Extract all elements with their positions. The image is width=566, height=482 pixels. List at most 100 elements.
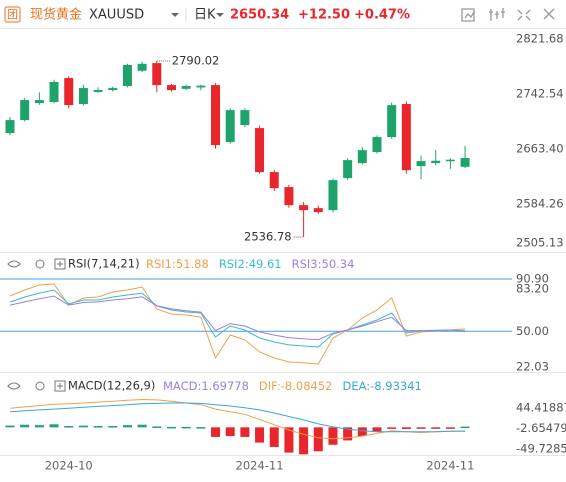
- x-tick-label: 2024-10: [45, 459, 93, 473]
- period-dropdown[interactable]: [216, 13, 224, 17]
- candle-body: [34, 100, 44, 104]
- draw-icon[interactable]: [461, 8, 475, 22]
- settings-icon[interactable]: [35, 259, 45, 269]
- toolbar: 团 现货黄金 XAUUSD 日K 2650.34 +12.50 +0.47%: [4, 6, 555, 23]
- candle-body: [269, 172, 279, 189]
- macd-bar: [34, 425, 44, 428]
- legend-entry: RSI2:49.61: [219, 257, 282, 271]
- candle-body: [122, 64, 132, 87]
- legend-entry: DIF:-8.08452: [259, 379, 333, 393]
- eye-icon[interactable]: [7, 382, 21, 390]
- candle-body: [401, 104, 411, 171]
- macd-bar: [211, 427, 221, 437]
- y-tick-label: -2.65479: [516, 421, 566, 435]
- candle-body: [416, 161, 426, 167]
- legend-name: DIF: [259, 379, 277, 393]
- macd-bar: [372, 427, 382, 432]
- candle-body: [387, 105, 397, 138]
- legend-entry: RSI1:51.88: [146, 257, 209, 271]
- macd-bar: [49, 424, 59, 428]
- legend-sep: :: [245, 257, 249, 271]
- legend-entry: MACD:1.69778: [163, 379, 249, 393]
- macd-bar: [313, 427, 323, 452]
- candle-body: [49, 82, 59, 103]
- legend-value: 51.88: [176, 257, 209, 271]
- price-change: +12.50: [298, 8, 350, 23]
- expand-icon[interactable]: [54, 380, 66, 392]
- rsi-header: RSI(7,14,21): [7, 257, 140, 271]
- y-tick-label: 2584.26: [516, 197, 564, 211]
- legend-sep: :: [172, 257, 176, 271]
- y-tick-label: 2821.68: [516, 32, 564, 46]
- macd-bar: [269, 427, 279, 447]
- macd-bar: [78, 425, 88, 428]
- macd-bar: [431, 427, 441, 429]
- macd-bar: [196, 427, 206, 429]
- candle-body: [343, 160, 353, 179]
- candle-body: [108, 88, 118, 91]
- expand-icon-plus: [57, 261, 63, 267]
- x-tick-label: 2024-11: [236, 459, 284, 473]
- legend-value: -8.08452: [281, 379, 333, 393]
- indicator-icon[interactable]: [489, 8, 505, 21]
- y-tick-label: 44.41887: [516, 401, 566, 415]
- candle-body: [240, 110, 250, 126]
- indicator-line: [9, 283, 466, 365]
- toolbar-icons: [461, 8, 555, 22]
- candle-body: [284, 187, 294, 206]
- legend-value: 1.69778: [201, 379, 249, 393]
- symbol-code[interactable]: XAUUSD: [89, 8, 144, 23]
- macd-bar: [181, 426, 191, 429]
- y-tick-label: 2505.13: [516, 236, 564, 250]
- candle-body: [152, 63, 162, 86]
- legend-value: -8.93341: [370, 379, 422, 393]
- candle-body: [313, 208, 323, 213]
- candle-body: [5, 120, 15, 134]
- macd-bar: [225, 427, 235, 437]
- candle-body: [460, 158, 470, 167]
- macd-bar: [240, 427, 250, 437]
- period[interactable]: 日K: [194, 8, 216, 23]
- macd-bar: [401, 427, 411, 430]
- macd-bar: [460, 426, 470, 429]
- y-tick-label: -49.72855: [516, 442, 566, 456]
- candle-body: [211, 85, 221, 146]
- macd-header: MACD(12,26,9): [7, 379, 155, 393]
- macd-bar: [343, 427, 353, 441]
- indicator-line: [9, 402, 466, 433]
- high-label: 2790.02: [172, 54, 220, 68]
- y-tick-label: 90.90: [516, 272, 549, 286]
- legend-entry: DEA:-8.93341: [342, 379, 421, 393]
- macd-bar: [416, 427, 426, 429]
- candle-body: [328, 180, 338, 211]
- candle-body: [181, 86, 191, 89]
- legend-entry: RSI3:50.34: [292, 257, 355, 271]
- legend-name: RSI2: [219, 257, 245, 271]
- macd-bar: [108, 426, 118, 428]
- legend-value: 49.61: [249, 257, 282, 271]
- fullscreen-icon[interactable]: [517, 9, 531, 21]
- candle-body: [255, 128, 265, 173]
- x-tick-label: 2024-11: [426, 459, 474, 473]
- symbol-icon: [4, 6, 21, 23]
- expand-icon[interactable]: [54, 258, 66, 270]
- close-icon[interactable]: [543, 8, 555, 20]
- macd-bar: [299, 427, 309, 455]
- settings-icon[interactable]: [35, 381, 45, 391]
- macd-bar: [284, 427, 294, 453]
- last-price: 2650.34: [230, 8, 289, 23]
- macd-bar: [137, 424, 147, 428]
- y-tick-label: 22.03: [516, 360, 549, 374]
- rsi-title: RSI(7,14,21): [68, 257, 140, 271]
- candle-body: [64, 78, 74, 106]
- legend-name: DEA: [342, 379, 366, 393]
- symbol-dropdown[interactable]: [171, 13, 179, 17]
- candle-body: [20, 100, 30, 121]
- symbol-name[interactable]: 现货黄金: [30, 7, 82, 23]
- legend-name: RSI1: [146, 257, 172, 271]
- y-tick-label: 50.00: [516, 324, 549, 338]
- indicator-line: [9, 289, 466, 348]
- macd-title: MACD(12,26,9): [68, 379, 155, 393]
- eye-icon[interactable]: [7, 260, 21, 268]
